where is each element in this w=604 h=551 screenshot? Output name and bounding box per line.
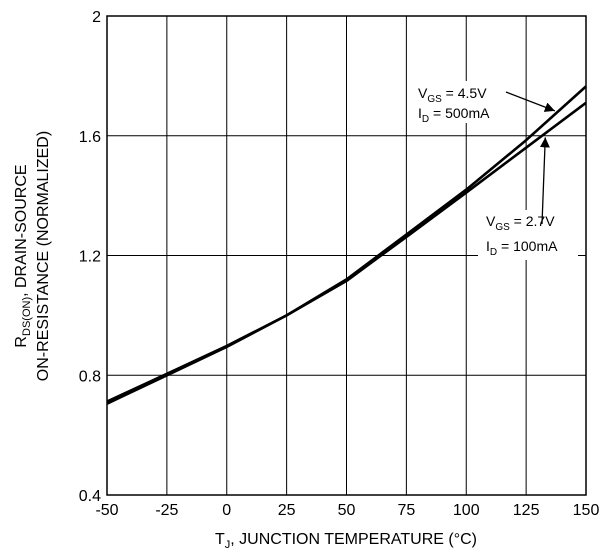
tick-labels: -50 -25 0 25 50 75 100 125 150 0.4 0.8 1.2 1.6 2 xyxy=(79,9,600,519)
annotation-background xyxy=(478,210,578,260)
y-axis-label-line1: RDS(ON), DRAIN-SOURCE xyxy=(13,164,33,347)
x-tick-label: 0 xyxy=(222,502,231,519)
annotation-text: VGS = 4.5V xyxy=(418,85,487,105)
x-tick-label: 75 xyxy=(397,502,415,519)
annotation-text: ID = 100mA xyxy=(486,238,558,258)
y-axis-label-line2: ON-RESISTANCE (NORMALIZED) xyxy=(35,131,52,381)
plot-frame xyxy=(106,15,587,496)
series-line-2 xyxy=(106,101,587,403)
y-tick-label: 1.6 xyxy=(79,129,101,146)
x-tick-label: 25 xyxy=(278,502,296,519)
y-tick-label: 1.2 xyxy=(79,249,101,266)
x-tick-label: 125 xyxy=(513,502,540,519)
annotation-arrow-1 xyxy=(505,91,556,112)
x-axis-label: TJ, JUNCTION TEMPERATURE (°C) xyxy=(215,531,477,551)
annotation-text: VGS = 2.7V xyxy=(486,213,555,233)
series-group xyxy=(106,85,587,405)
y-tick-label: 0.4 xyxy=(79,488,101,505)
x-tick-label: 100 xyxy=(453,502,480,519)
x-tick-label: 150 xyxy=(573,502,600,519)
annotation-text: ID = 500mA xyxy=(418,105,490,125)
x-tick-label: -25 xyxy=(155,502,178,519)
y-tick-label: 2 xyxy=(92,9,101,26)
annotation-background xyxy=(410,81,506,123)
x-tick-label: 50 xyxy=(338,502,356,519)
annotation-arrow-2 xyxy=(539,137,550,225)
x-tick-label: -50 xyxy=(95,502,118,519)
y-tick-label: 0.8 xyxy=(79,368,101,385)
annotation-series-2: VGS = 2.7V ID = 100mA xyxy=(478,137,578,260)
